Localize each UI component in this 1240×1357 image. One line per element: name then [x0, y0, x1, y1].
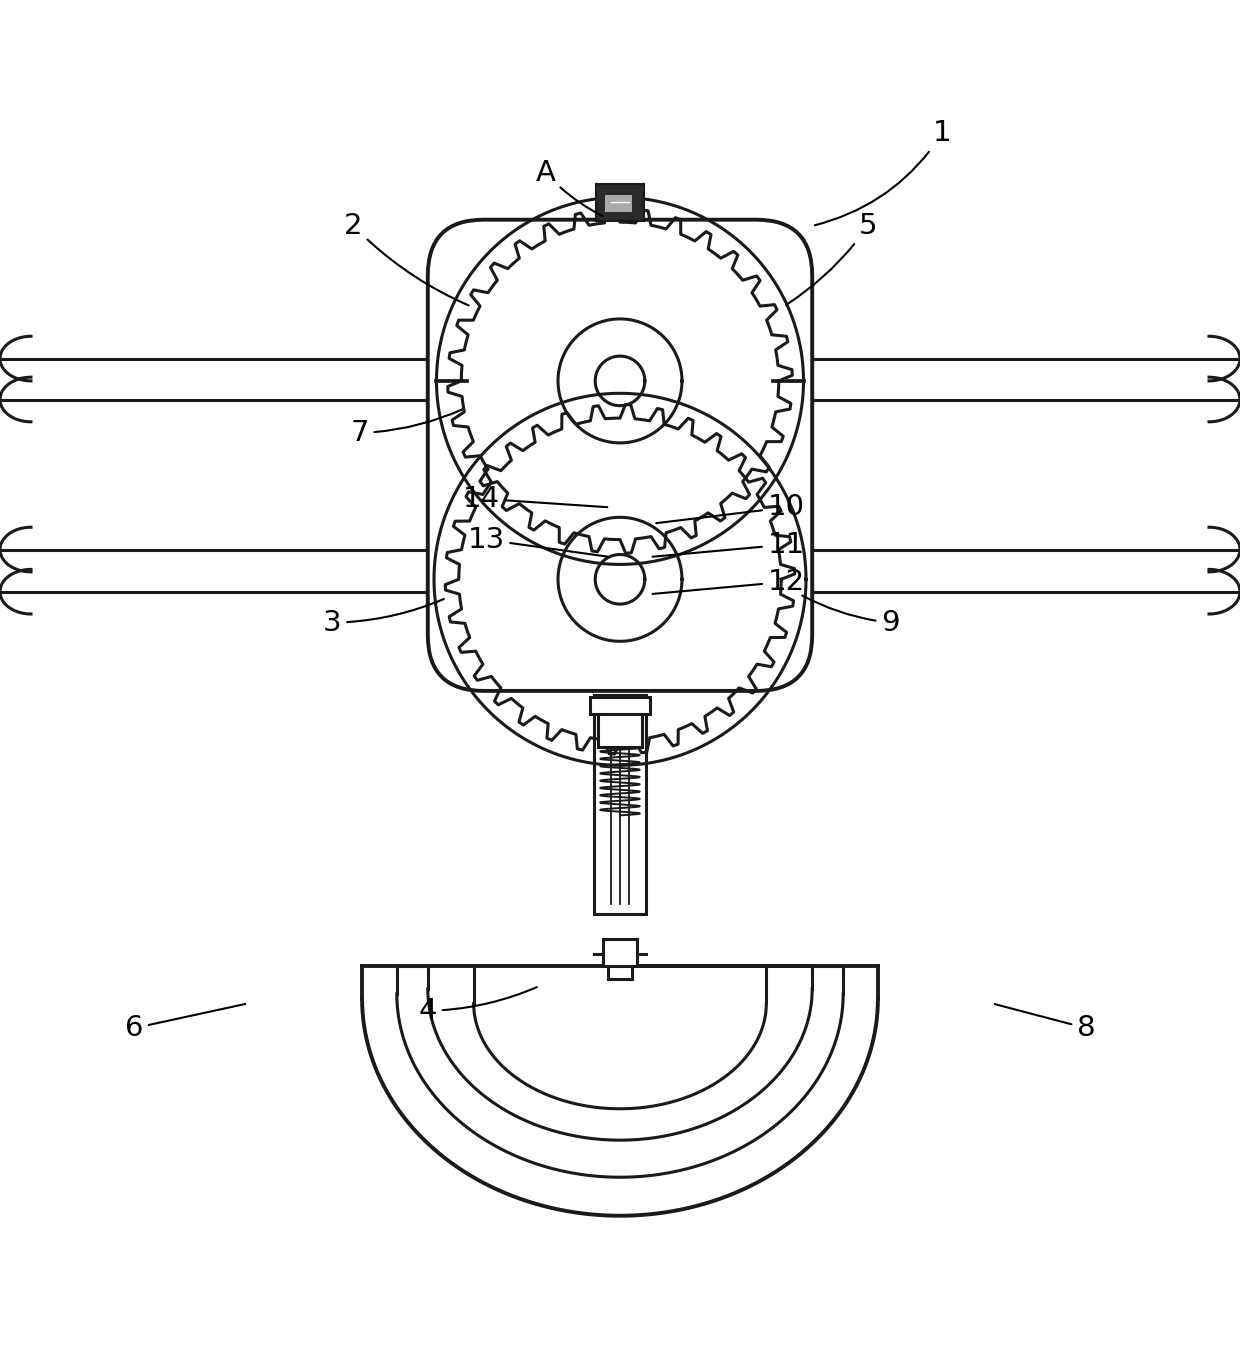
- FancyBboxPatch shape: [428, 220, 812, 691]
- Text: 12: 12: [652, 567, 805, 596]
- Text: A: A: [536, 159, 603, 216]
- Bar: [590, 697, 650, 714]
- Text: 11: 11: [652, 531, 805, 559]
- Text: 6: 6: [125, 1004, 246, 1042]
- Bar: [608, 966, 632, 978]
- Text: 14: 14: [463, 484, 608, 513]
- Text: 4: 4: [419, 987, 537, 1025]
- Bar: [603, 939, 637, 966]
- Bar: [605, 195, 632, 212]
- Text: 13: 13: [467, 525, 608, 556]
- Text: 8: 8: [994, 1004, 1096, 1042]
- Text: 2: 2: [345, 212, 469, 305]
- Text: 5: 5: [786, 212, 877, 305]
- Text: 1: 1: [815, 119, 952, 225]
- Bar: [594, 695, 646, 915]
- Text: 7: 7: [351, 410, 463, 446]
- Bar: [596, 183, 644, 221]
- Text: 10: 10: [656, 494, 805, 524]
- Text: 3: 3: [322, 598, 444, 636]
- Text: 9: 9: [802, 596, 899, 636]
- Bar: [598, 697, 642, 746]
